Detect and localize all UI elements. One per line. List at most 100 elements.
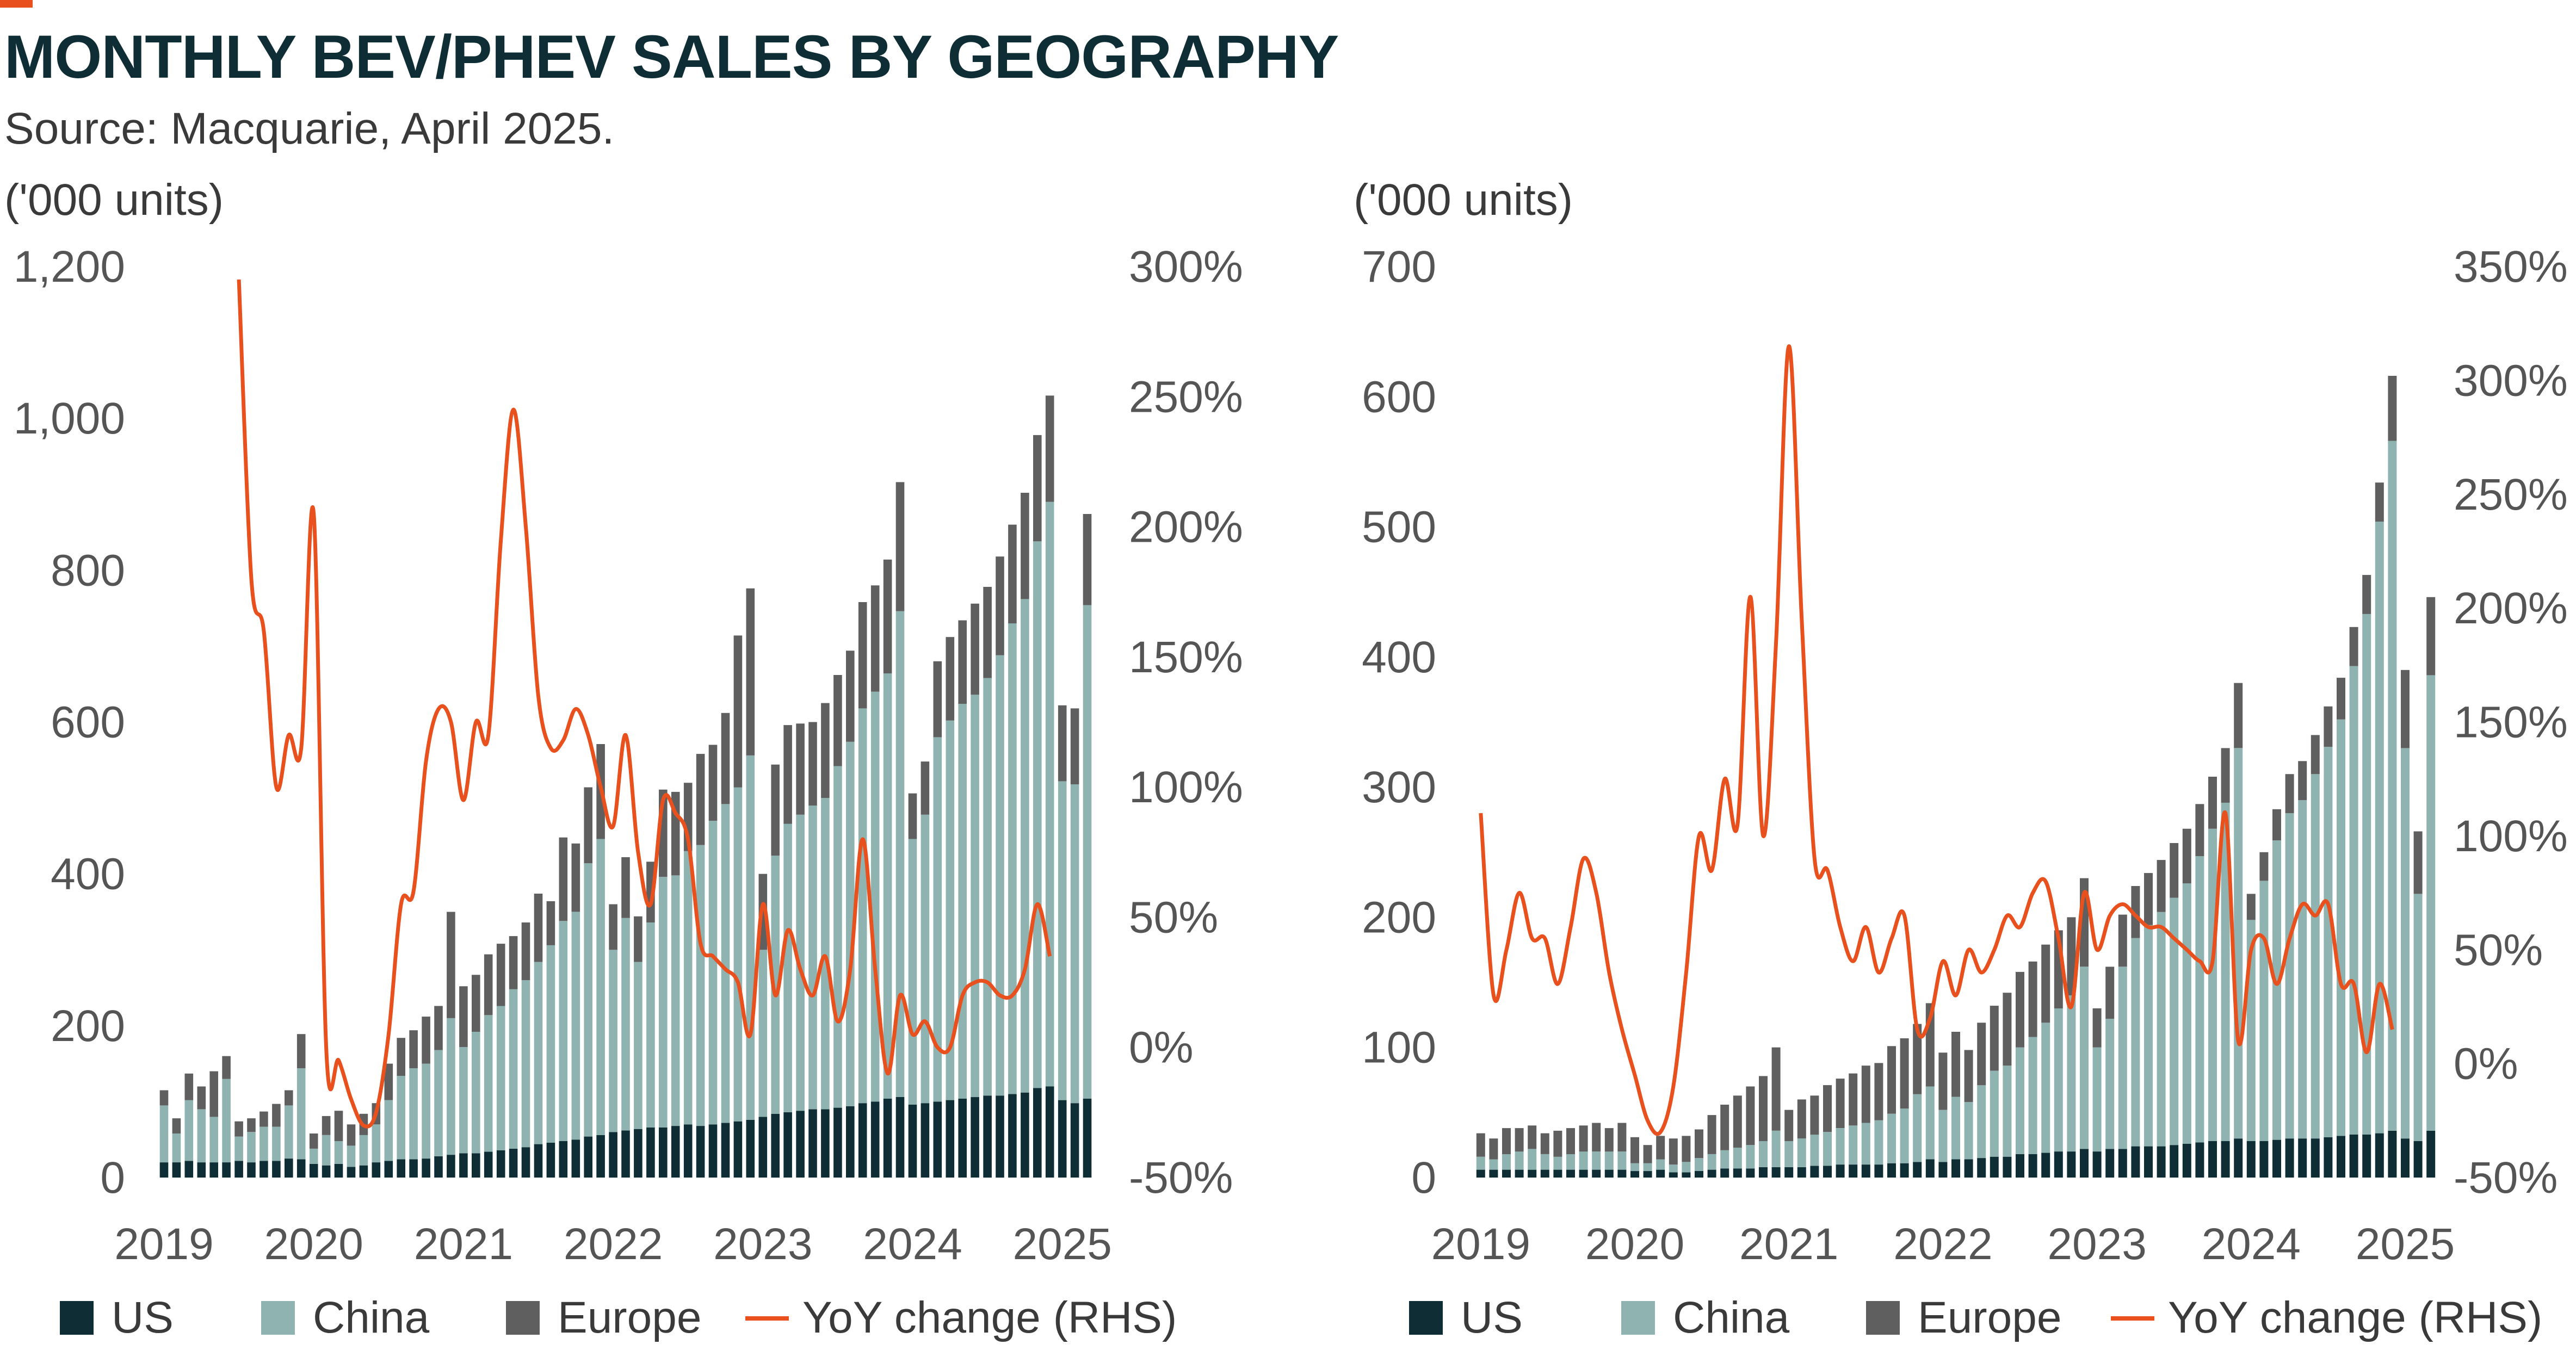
- right-bar-us: [2285, 1138, 2294, 1178]
- right-bar-china: [2105, 1019, 2115, 1149]
- right-bar-europe: [2285, 774, 2294, 813]
- left-bar-us: [821, 1109, 830, 1178]
- right-bar-europe: [1566, 1128, 1575, 1154]
- right-bar-us: [2246, 1141, 2256, 1178]
- right-bar-china: [1990, 1070, 1999, 1157]
- left-bar-europe: [546, 901, 555, 945]
- right-bar-china: [2413, 894, 2423, 1141]
- right-bar-europe: [1733, 1095, 1742, 1148]
- left-legend-label: YoY change (RHS): [802, 1293, 1177, 1342]
- left-bar-china: [1070, 784, 1079, 1104]
- left-bar-china: [883, 673, 892, 1099]
- right-bar-us: [2016, 1154, 2024, 1178]
- right-bar-us: [1733, 1168, 1742, 1178]
- right-ytick-label: 500: [1362, 503, 1436, 552]
- right-bar-china: [2067, 995, 2076, 1152]
- left-bar-europe: [159, 1090, 169, 1106]
- left-bar-china: [197, 1109, 206, 1163]
- right-bar-europe: [2195, 804, 2204, 856]
- left-bar-china: [596, 839, 605, 1135]
- left-bar-china: [646, 922, 655, 1128]
- right-ytick-label: 700: [1362, 242, 1436, 292]
- left-bar-us: [895, 1097, 905, 1178]
- right-bar-us: [2003, 1156, 2012, 1178]
- left-bar-china: [958, 704, 967, 1099]
- right-bar-us: [1977, 1158, 1986, 1178]
- right-bar-china: [2349, 666, 2358, 1135]
- right-bar-china: [1784, 1141, 1794, 1167]
- right-bar-europe: [2105, 967, 2115, 1019]
- left-bar-europe: [958, 620, 967, 704]
- right-unit-label: ('000 units): [1354, 175, 1573, 225]
- left-bar-europe: [696, 754, 705, 845]
- left-ytick-label: 600: [51, 698, 125, 747]
- left-bar-china: [833, 766, 842, 1108]
- left-bar-europe: [496, 944, 505, 1006]
- right-bar-us: [2208, 1141, 2217, 1178]
- left-bar-europe: [946, 637, 955, 721]
- left-bar-china: [746, 755, 755, 1120]
- right-bar-china: [1476, 1156, 1485, 1170]
- left-bar-china: [1008, 623, 1017, 1094]
- left-bar-us: [646, 1127, 655, 1178]
- right-xtick-label: 2021: [1739, 1219, 1838, 1269]
- left-bar-china: [908, 839, 917, 1105]
- left-bar-china: [159, 1105, 169, 1163]
- right-bar-china: [1669, 1164, 1678, 1173]
- right-bar-europe: [1874, 1063, 1883, 1120]
- right-bar-us: [1964, 1159, 1973, 1178]
- left-bar-europe: [971, 603, 979, 695]
- left-bar-us: [397, 1159, 405, 1178]
- right-bar-china: [2208, 828, 2217, 1141]
- right-bar-china: [2170, 897, 2179, 1145]
- right-bar-europe: [2182, 828, 2191, 884]
- left-bar-europe: [571, 843, 580, 912]
- left-bar-europe: [1058, 705, 1067, 782]
- right-bar-europe: [2234, 683, 2243, 748]
- right-bar-china: [1849, 1125, 1858, 1165]
- right-xtick-label: 2020: [1585, 1219, 1684, 1269]
- left-bar-china: [397, 1076, 405, 1160]
- right-bar-europe: [1759, 1076, 1768, 1141]
- right-bar-china: [1810, 1135, 1819, 1166]
- right-bar-china: [1656, 1159, 1665, 1170]
- left-bar-europe: [434, 1006, 443, 1050]
- right-bar-us: [1810, 1166, 1819, 1178]
- left-bar-china: [322, 1135, 331, 1166]
- left-bar-europe: [846, 651, 855, 742]
- left-bar-us: [983, 1095, 992, 1178]
- right-bar-china: [1823, 1132, 1832, 1166]
- right-bar-us: [1669, 1172, 1678, 1178]
- left-bar-china: [996, 655, 1004, 1096]
- left-bar-europe: [996, 556, 1004, 655]
- left-bar-us: [1033, 1088, 1042, 1178]
- left-bar-us: [285, 1159, 293, 1178]
- right-bar-europe: [2259, 852, 2269, 881]
- right-bar-europe: [2413, 831, 2423, 894]
- left-bar-china: [285, 1105, 293, 1159]
- left-bar-china: [459, 1046, 468, 1154]
- left-bar-us: [883, 1098, 892, 1178]
- left-bar-us: [521, 1147, 530, 1178]
- left-bar-europe: [634, 916, 643, 962]
- left-bar-us: [996, 1095, 1004, 1178]
- right-bar-europe: [2144, 873, 2153, 925]
- left-bar-china: [946, 720, 955, 1100]
- right-bar-us: [1861, 1164, 1870, 1178]
- left-ytick-label: 800: [51, 546, 125, 595]
- right-ytick-label: 300: [1362, 763, 1436, 812]
- right-bar-us: [1592, 1169, 1601, 1178]
- left-bar-us: [621, 1130, 630, 1178]
- right-bar-us: [1566, 1169, 1575, 1178]
- right-bar-china: [1643, 1163, 1652, 1172]
- right-bar-us: [1925, 1159, 1935, 1178]
- left-y2tick-label: -50%: [1129, 1153, 1233, 1203]
- left-bar-us: [447, 1155, 455, 1178]
- right-bar-europe: [1836, 1079, 1845, 1128]
- right-bar-us: [1784, 1167, 1794, 1178]
- right-bar-us: [1746, 1168, 1755, 1178]
- right-bar-europe: [2272, 809, 2281, 841]
- left-bar-us: [184, 1161, 194, 1178]
- left-bar-us: [1008, 1094, 1017, 1178]
- right-y2tick-label: 50%: [2454, 925, 2543, 975]
